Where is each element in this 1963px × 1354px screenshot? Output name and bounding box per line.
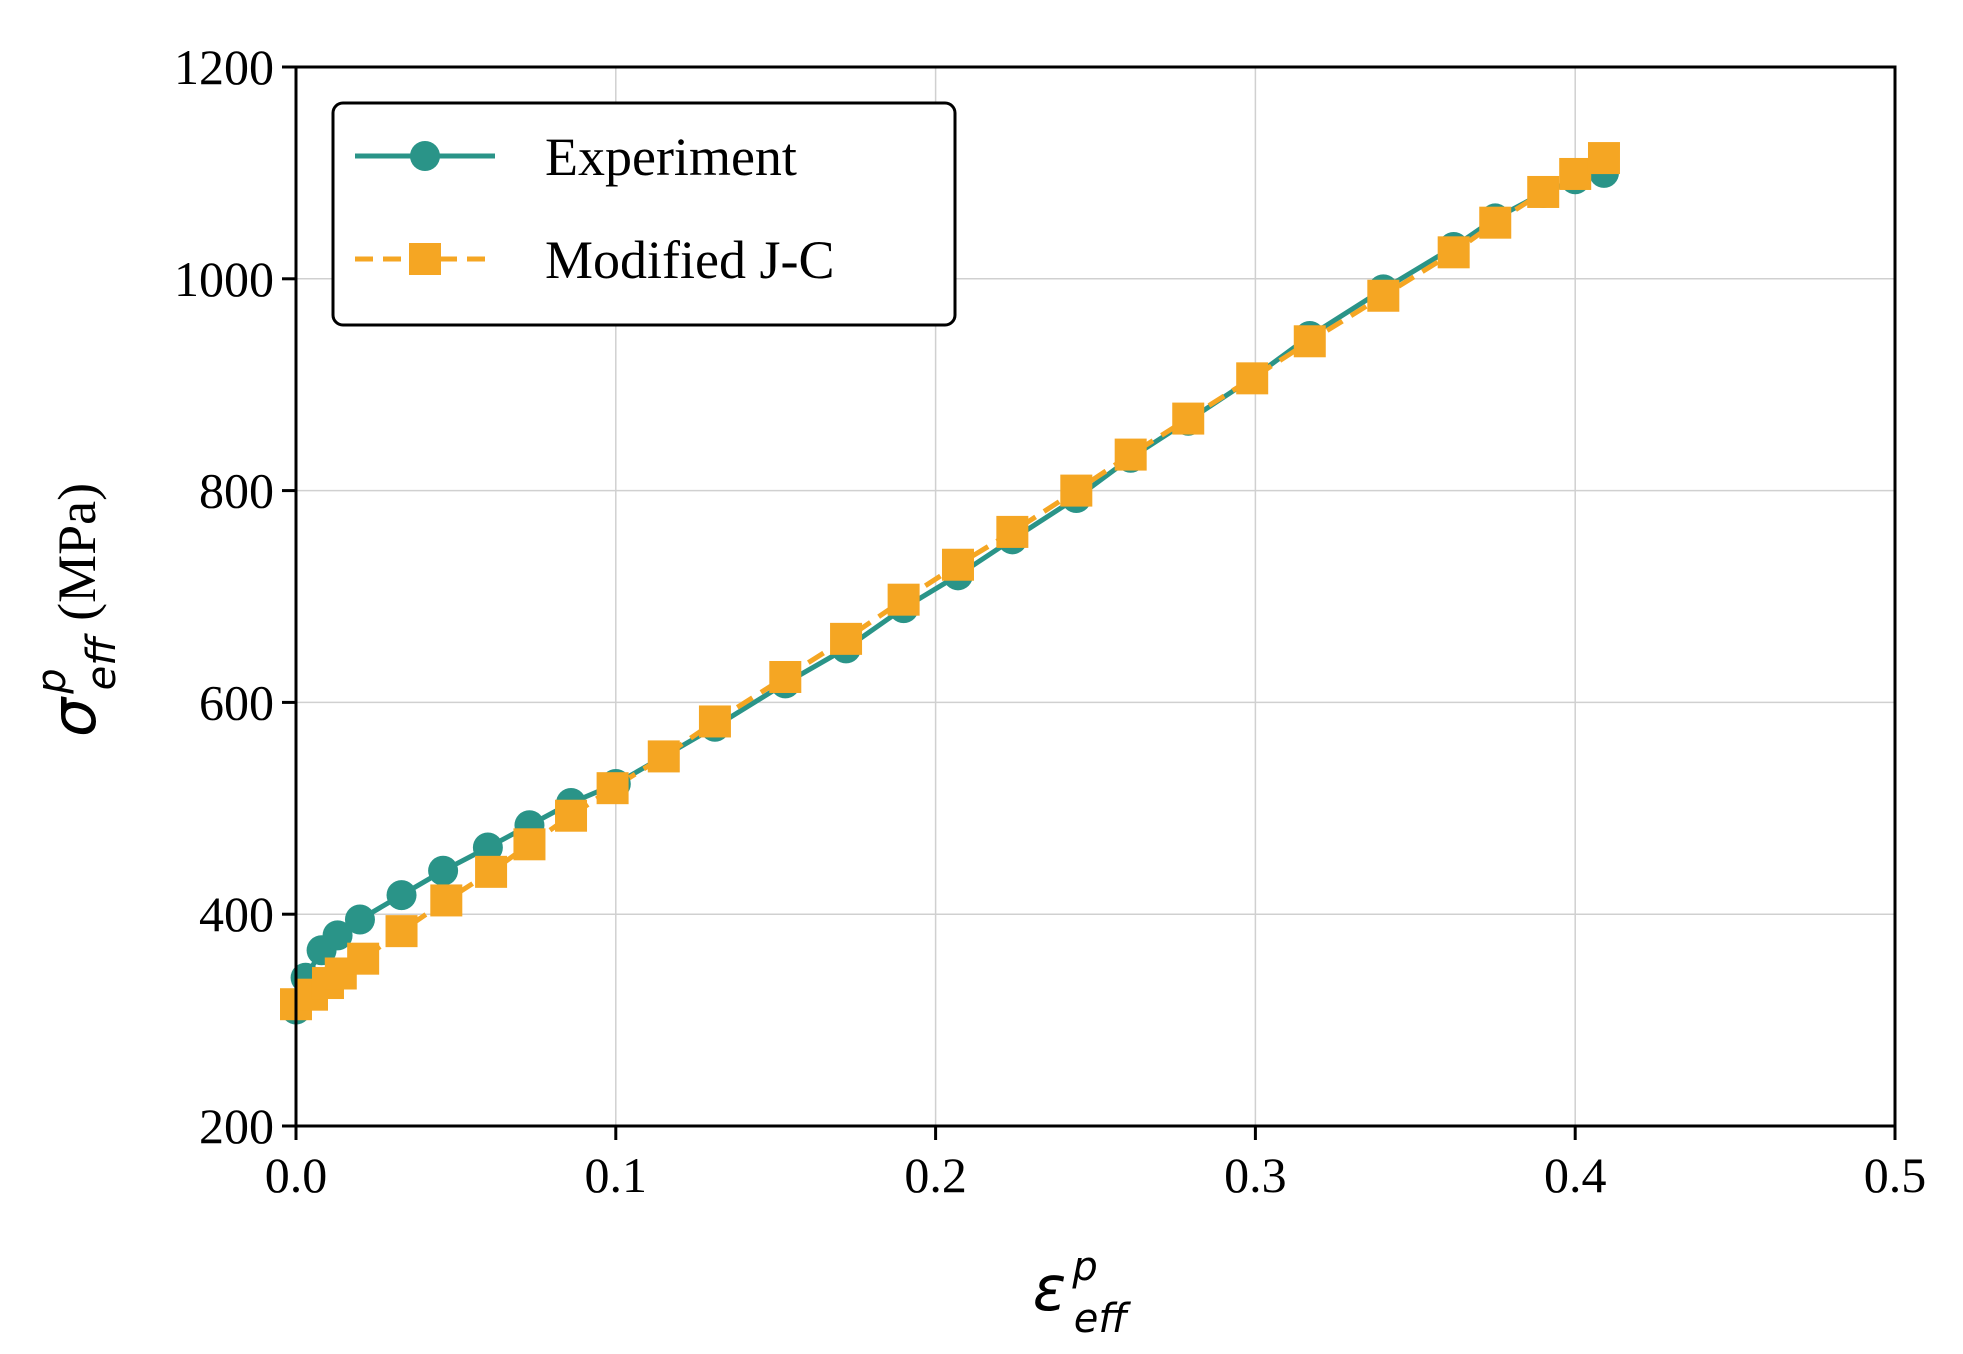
- modified-jc-point: [1527, 175, 1560, 208]
- x-tick-label: 0.5: [1864, 1147, 1927, 1203]
- y-axis-subscript: eff: [79, 633, 125, 691]
- y-axis-unit: (MPa): [47, 483, 107, 621]
- y-tick-label: 1200: [174, 39, 274, 95]
- y-axis-superscript: p: [29, 668, 75, 694]
- x-tick-label: 0.0: [265, 1147, 328, 1203]
- modified-jc-point: [555, 799, 588, 832]
- y-tick-label: 200: [199, 1098, 274, 1154]
- x-axis-symbol: ε: [1033, 1252, 1067, 1325]
- modified-jc-point: [1114, 438, 1147, 471]
- legend-experiment-marker: [410, 141, 440, 171]
- y-tick-label: 400: [199, 886, 274, 942]
- x-tick-label: 0.3: [1224, 1147, 1287, 1203]
- legend-jc-marker: [409, 243, 441, 275]
- modified-jc-point: [1437, 236, 1470, 269]
- legend: Experiment Modified J-C: [331, 101, 957, 327]
- y-axis-symbol: σ: [37, 696, 110, 737]
- modified-jc-point: [830, 622, 863, 655]
- modified-jc-point: [887, 583, 920, 616]
- x-axis-subscript: eff: [1074, 1296, 1132, 1342]
- modified-jc-point: [596, 772, 629, 805]
- modified-jc-point: [996, 515, 1029, 548]
- series-markers: [280, 142, 1620, 1025]
- modified-jc-point: [1293, 325, 1326, 358]
- y-axis-label: σp eff (MPa): [29, 483, 125, 737]
- modified-jc-point: [1367, 279, 1400, 312]
- experiment-point: [322, 920, 353, 951]
- modified-jc-point: [1172, 402, 1205, 435]
- modified-jc-point: [385, 915, 418, 948]
- experiment-point: [386, 880, 417, 911]
- modified-jc-point: [347, 942, 380, 975]
- modified-jc-point: [1060, 474, 1093, 507]
- legend-jc-label: Modified J-C: [545, 230, 835, 290]
- modified-jc-point: [430, 884, 463, 917]
- x-axis-superscript: p: [1071, 1244, 1097, 1290]
- modified-jc-point: [1559, 157, 1592, 190]
- modified-jc-point: [769, 660, 802, 693]
- modified-jc-point: [513, 828, 546, 861]
- x-tick-label: 0.2: [904, 1147, 967, 1203]
- axis-ticks: 0.0 0.1 0.2 0.3 0.4 0.5 200 400 600 800 1000 1200: [174, 39, 1926, 1203]
- y-tick-label: 1000: [174, 251, 274, 307]
- x-tick-label: 0.1: [585, 1147, 648, 1203]
- plot-frame: [294, 65, 1897, 1128]
- x-axis-label: ε p eff: [1033, 1244, 1132, 1342]
- experiment-point: [428, 855, 459, 886]
- modified-jc-point: [1587, 142, 1620, 175]
- modified-jc-point: [475, 855, 508, 888]
- legend-experiment-label: Experiment: [545, 127, 797, 187]
- modified-jc-point: [647, 740, 680, 773]
- y-tick-label: 800: [199, 463, 274, 519]
- modified-jc-point: [1236, 362, 1269, 395]
- modified-jc-point: [941, 548, 974, 581]
- experiment-point: [472, 832, 503, 863]
- experiment-point: [344, 904, 375, 935]
- modified-jc-point: [698, 705, 731, 738]
- y-tick-label: 600: [199, 674, 274, 730]
- x-tick-label: 0.4: [1544, 1147, 1607, 1203]
- modified-jc-point: [1479, 206, 1512, 239]
